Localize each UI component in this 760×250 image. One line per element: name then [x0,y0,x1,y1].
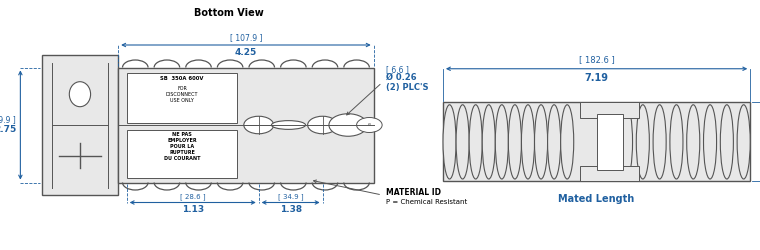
Text: SB  350A 600V: SB 350A 600V [160,76,204,81]
Ellipse shape [469,105,482,179]
Circle shape [244,116,274,134]
Ellipse shape [534,105,547,179]
Ellipse shape [561,105,574,179]
Ellipse shape [687,105,700,179]
Circle shape [308,116,337,134]
Text: [ 107.9 ]: [ 107.9 ] [230,33,262,42]
Text: 1.13: 1.13 [182,206,204,214]
Bar [127,130,237,178]
Bar [597,114,622,170]
Ellipse shape [670,105,683,179]
Bar [42,55,119,195]
Text: (2) PLC'S: (2) PLC'S [386,83,429,92]
Text: e: e [368,122,371,128]
Text: [ 34.9 ]: [ 34.9 ] [278,193,303,200]
Ellipse shape [720,105,733,179]
Ellipse shape [653,105,667,179]
Ellipse shape [69,82,90,107]
Text: [ 6.6 ]: [ 6.6 ] [386,66,409,74]
Text: [ 182.6 ]: [ 182.6 ] [578,55,615,64]
Text: 1.38: 1.38 [280,206,302,214]
Ellipse shape [547,105,561,179]
Ellipse shape [636,105,649,179]
Bar [119,68,374,182]
Text: Bottom View: Bottom View [194,8,264,18]
Text: 2.75: 2.75 [0,126,16,134]
Text: 7.19: 7.19 [584,73,609,83]
Ellipse shape [496,105,508,179]
Text: [ 28.6 ]: [ 28.6 ] [180,193,205,200]
Ellipse shape [619,105,632,179]
Ellipse shape [482,105,496,179]
Circle shape [329,114,367,136]
Text: [ 69.9 ]: [ 69.9 ] [0,116,16,124]
Text: MATERIAL ID: MATERIAL ID [386,188,442,197]
Bar [127,72,237,122]
Text: FOR
DISCONNECT
USE ONLY: FOR DISCONNECT USE ONLY [166,86,198,103]
Text: 4.25: 4.25 [235,48,257,57]
Ellipse shape [508,105,521,179]
Ellipse shape [271,121,306,130]
Bar [581,102,639,118]
Ellipse shape [456,105,469,179]
Circle shape [356,118,382,132]
Text: NE PAS
EMPLOYER
POUR LA
RUPTURE
DU COURANT: NE PAS EMPLOYER POUR LA RUPTURE DU COURA… [164,132,201,161]
Ellipse shape [704,105,717,179]
Bar [581,166,639,181]
Bar [443,102,750,181]
Text: Ø 0.26: Ø 0.26 [386,73,417,82]
Text: Mated Length: Mated Length [559,194,635,204]
Text: P = Chemical Resistant: P = Chemical Resistant [386,200,467,205]
Ellipse shape [737,105,750,179]
Ellipse shape [521,105,534,179]
Ellipse shape [443,105,456,179]
